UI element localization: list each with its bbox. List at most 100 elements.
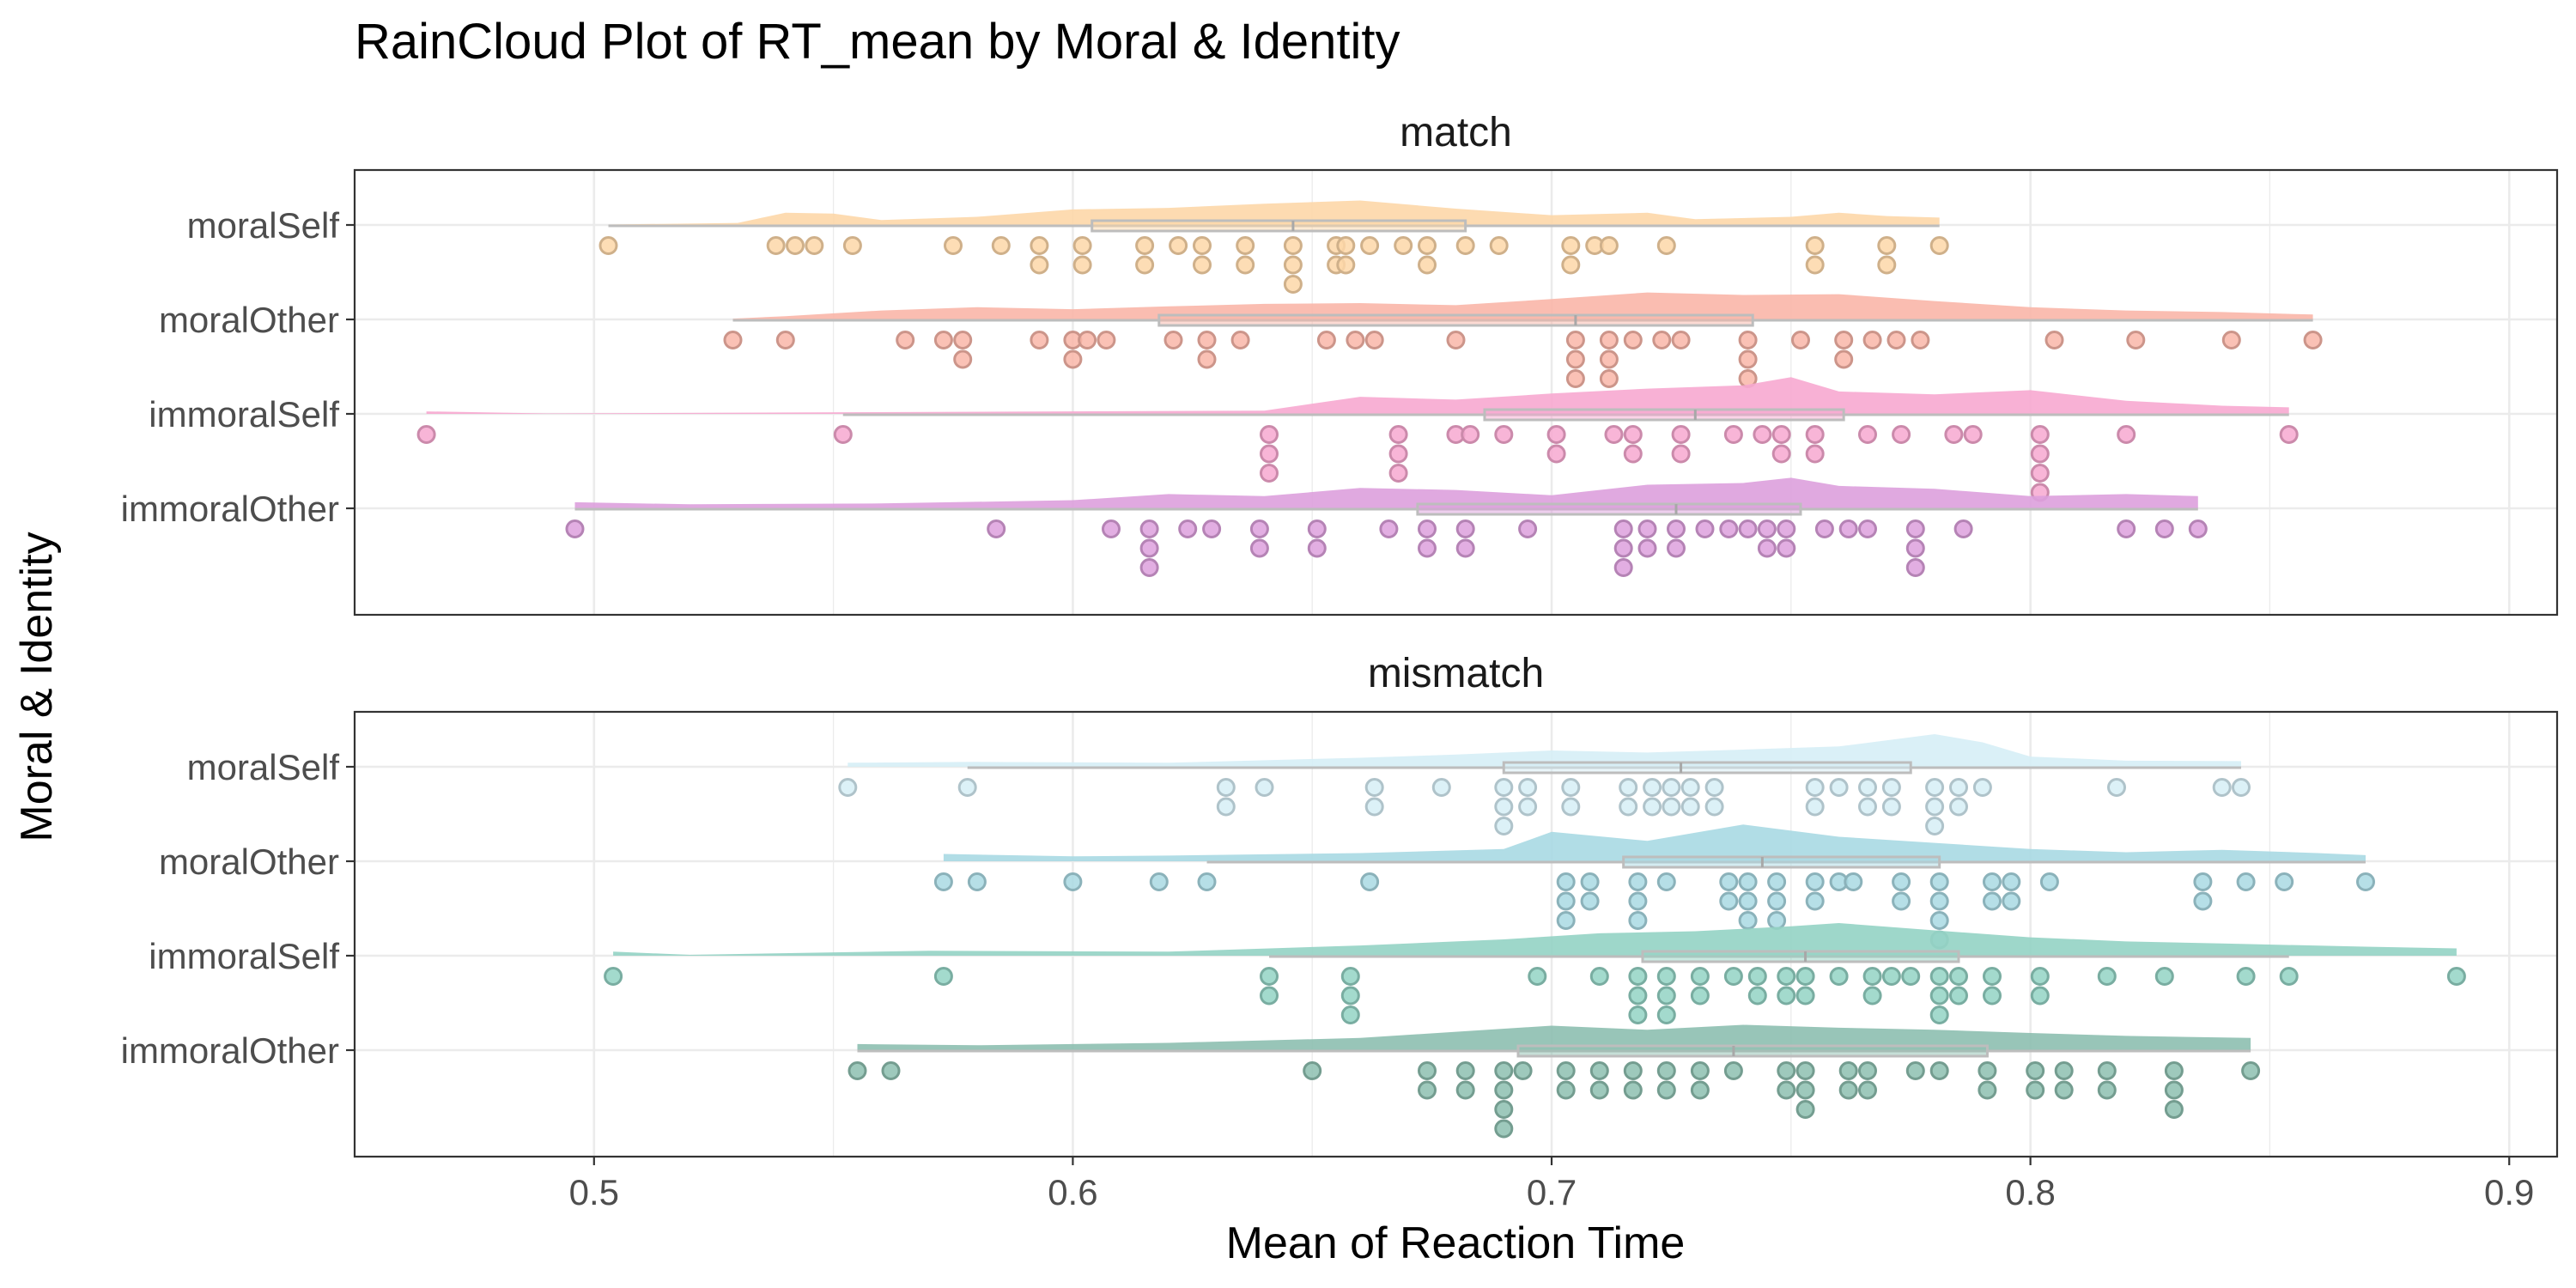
data-point (933, 872, 953, 891)
data-point (2030, 967, 2050, 986)
data-point (1738, 872, 1758, 891)
data-point (1805, 778, 1825, 797)
data-point (1249, 519, 1269, 538)
data-point (1671, 331, 1691, 349)
data-point (881, 1061, 901, 1080)
y-tick-label: immoralSelf (149, 936, 339, 976)
data-point (1978, 1061, 1997, 1080)
data-point (1623, 1080, 1643, 1100)
data-point (2164, 1061, 2184, 1080)
data-point (1307, 519, 1327, 538)
data-point (1814, 519, 1834, 538)
density-cloud (857, 1024, 2251, 1050)
data-point (2188, 519, 2208, 538)
data-point (1637, 538, 1657, 558)
data-point (1949, 986, 1968, 1005)
group-moralSelf: moralSelf (187, 734, 2557, 835)
data-point (1260, 425, 1279, 444)
data-point (1680, 797, 1700, 817)
data-point (2236, 872, 2256, 891)
data-point (1364, 778, 1384, 797)
data-point (1662, 797, 1681, 817)
data-point (1628, 891, 1648, 911)
data-point (1528, 967, 1547, 986)
data-point (1364, 797, 1384, 817)
data-point (1858, 778, 1877, 797)
y-tick-label: moralOther (159, 841, 339, 882)
data-point (1216, 778, 1236, 797)
data-point (1637, 519, 1657, 538)
data-point (1656, 236, 1676, 255)
data-point (1623, 425, 1643, 444)
data-point (1690, 1061, 1710, 1080)
data-point (1929, 891, 1949, 911)
box-iqr (1641, 950, 1960, 963)
data-point (1862, 967, 1882, 986)
data-point (2154, 967, 2174, 986)
data-point (1078, 331, 1097, 349)
data-point (1925, 817, 1945, 835)
data-point (1925, 797, 1945, 817)
data-point (1643, 778, 1662, 797)
data-point (1690, 986, 1710, 1005)
data-point (833, 425, 853, 444)
data-point (1963, 425, 1983, 444)
data-point (1030, 331, 1049, 349)
density-cloud (848, 734, 2241, 767)
data-point (1494, 1119, 1514, 1139)
data-point (604, 967, 623, 986)
data-point (1063, 349, 1083, 369)
box-iqr (1622, 855, 1941, 869)
data-point (1858, 797, 1877, 817)
data-point (1704, 778, 1724, 797)
data-point (1929, 236, 1949, 255)
data-point (1949, 967, 1968, 986)
data-point (1777, 538, 1796, 558)
data-point (1030, 255, 1049, 275)
group-immoralOther: immoralOther (121, 477, 2557, 577)
data-point (1388, 444, 1408, 464)
data-point (1388, 464, 1408, 483)
data-point (1767, 872, 1787, 891)
data-point (1805, 797, 1825, 817)
data-point (1623, 331, 1643, 349)
data-point (1623, 444, 1643, 464)
data-point (2232, 778, 2251, 797)
data-point (2097, 1061, 2117, 1080)
data-point (1805, 425, 1825, 444)
data-point (2164, 1100, 2184, 1119)
data-point (1561, 797, 1581, 817)
data-point (1565, 349, 1585, 369)
data-point (1723, 967, 1743, 986)
data-point (2164, 1080, 2184, 1100)
data-point (987, 519, 1006, 538)
data-point (1604, 425, 1624, 444)
data-point (1518, 519, 1538, 538)
data-point (1494, 1061, 1514, 1080)
group-moralSelf: moralSelf (187, 200, 2557, 294)
data-point (1613, 558, 1633, 577)
data-point (1518, 797, 1538, 817)
data-point (896, 331, 915, 349)
data-point (1929, 1005, 1949, 1024)
data-point (1925, 778, 1945, 797)
data-point (1455, 1080, 1475, 1100)
data-point (1197, 331, 1217, 349)
data-point (1135, 255, 1155, 275)
data-point (2002, 891, 2021, 911)
data-point (1102, 519, 1121, 538)
data-point (1834, 331, 1854, 349)
data-point (1905, 519, 1925, 538)
data-point (1953, 519, 1973, 538)
data-point (1905, 1061, 1925, 1080)
data-point (1193, 255, 1212, 275)
data-point (1556, 911, 1576, 930)
data-point (1307, 538, 1327, 558)
data-point (1249, 538, 1269, 558)
data-point (1628, 986, 1648, 1005)
data-point (1892, 891, 1911, 911)
data-point (1929, 967, 1949, 986)
data-point (1546, 425, 1566, 444)
data-point (1829, 967, 1849, 986)
